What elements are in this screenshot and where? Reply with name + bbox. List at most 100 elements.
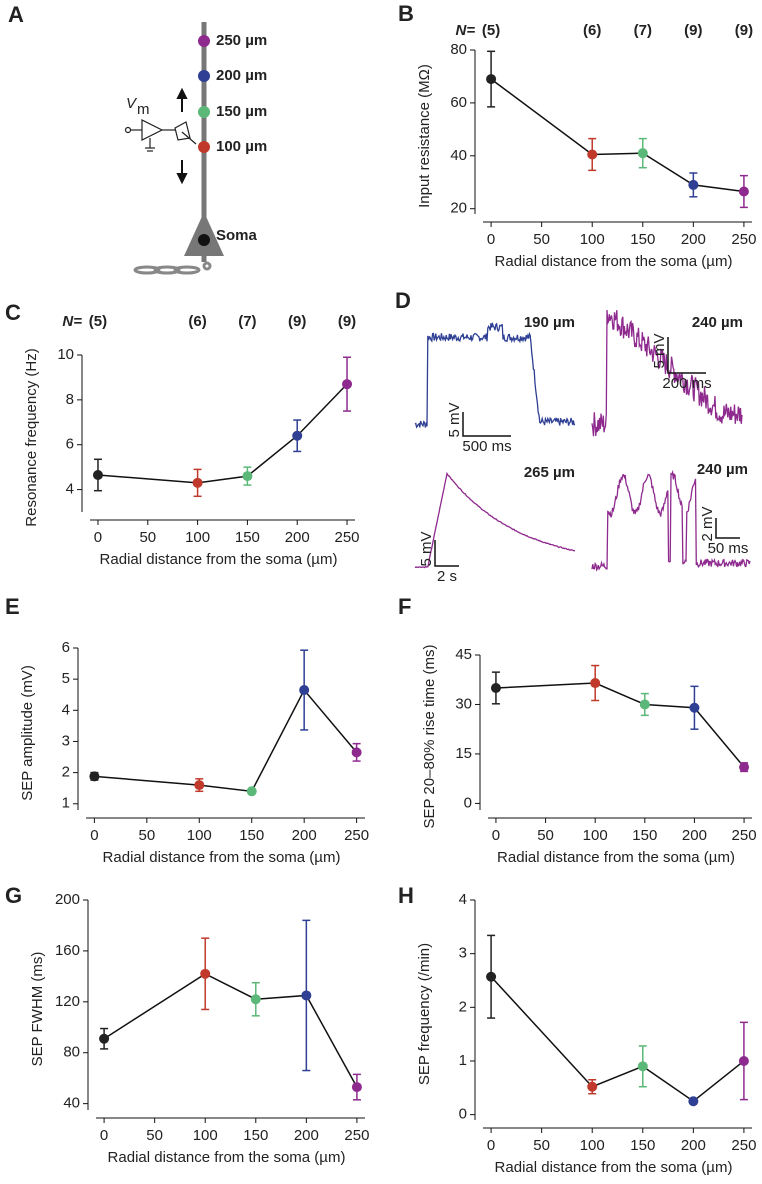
point bbox=[486, 74, 497, 85]
vm-label: V bbox=[126, 95, 138, 112]
x-tick-label: 200 bbox=[294, 1127, 319, 1144]
y-tick-label: 45 bbox=[455, 646, 472, 663]
series-line bbox=[495, 682, 745, 768]
y-tick-label: 0 bbox=[459, 1106, 467, 1123]
y-axis-label: SEP amplitude (mV) bbox=[19, 665, 36, 801]
x-tick-label: 100 bbox=[583, 827, 608, 844]
y-tick-label: 160 bbox=[55, 942, 80, 959]
y-tick-label: 1 bbox=[459, 1052, 467, 1069]
point bbox=[242, 471, 253, 482]
point bbox=[192, 477, 203, 488]
point bbox=[301, 990, 312, 1001]
y-tick-label: 30 bbox=[455, 695, 472, 712]
y-tick-label: 1 bbox=[62, 795, 70, 812]
amplifier bbox=[124, 119, 197, 152]
point bbox=[739, 762, 750, 773]
panel-label: B bbox=[398, 1, 414, 26]
n-label: (7) bbox=[238, 313, 256, 330]
y-tick-label: 6 bbox=[66, 436, 74, 453]
x-tick-label: 250 bbox=[344, 827, 369, 844]
y-tick-label: 15 bbox=[455, 745, 472, 762]
panel-label: F bbox=[398, 594, 411, 619]
n-label: (5) bbox=[482, 22, 500, 39]
x-tick-label: 150 bbox=[235, 529, 260, 546]
series-line bbox=[94, 688, 358, 793]
x-tick-label: 0 bbox=[90, 827, 98, 844]
x-tick-label: 0 bbox=[487, 1137, 495, 1154]
x-tick-label: 250 bbox=[344, 1127, 369, 1144]
site-label: 200 µm bbox=[216, 67, 267, 84]
y-tick-label: 60 bbox=[450, 94, 467, 111]
x-tick-label: 200 bbox=[285, 529, 310, 546]
point bbox=[250, 994, 261, 1005]
point bbox=[194, 780, 205, 791]
y-tick-label: 40 bbox=[63, 1095, 80, 1112]
site-dot bbox=[198, 106, 210, 118]
y-tick-label: 4 bbox=[66, 481, 74, 498]
point bbox=[490, 682, 501, 693]
n-prefix: N= bbox=[455, 22, 475, 39]
point bbox=[486, 971, 497, 982]
trace-distance: 265 µm bbox=[524, 464, 575, 481]
x-tick-label: 50 bbox=[138, 827, 155, 844]
point bbox=[637, 148, 648, 159]
point bbox=[738, 186, 749, 197]
site-dot bbox=[198, 141, 210, 153]
axon bbox=[133, 261, 212, 275]
arrows bbox=[176, 87, 188, 185]
y-axis-label: SEP frequency (/min) bbox=[416, 943, 433, 1085]
x-tick-label: 200 bbox=[681, 231, 706, 248]
x-tick-label: 50 bbox=[146, 1127, 163, 1144]
y-tick-label: 5 bbox=[62, 670, 70, 687]
panel-label: C bbox=[5, 300, 21, 325]
y-tick-label: 4 bbox=[459, 891, 467, 908]
point bbox=[689, 702, 700, 713]
panel-label: E bbox=[5, 594, 20, 619]
x-tick-label: 200 bbox=[681, 1137, 706, 1154]
x-tick-label: 100 bbox=[580, 1137, 605, 1154]
y-tick-label: 80 bbox=[450, 41, 467, 58]
point bbox=[738, 1055, 749, 1066]
x-axis-label: Radial distance from the soma (µm) bbox=[495, 253, 733, 270]
soma-label: Soma bbox=[216, 227, 258, 244]
scale-bar bbox=[715, 518, 740, 539]
series-line bbox=[103, 972, 358, 1088]
point bbox=[637, 1061, 648, 1072]
scale-x: 50 ms bbox=[708, 540, 749, 557]
scale-bar bbox=[462, 412, 511, 437]
n-label: (7) bbox=[634, 22, 652, 39]
x-tick-label: 150 bbox=[630, 231, 655, 248]
y-tick-label: 200 bbox=[55, 891, 80, 908]
n-label: (9) bbox=[735, 22, 753, 39]
point bbox=[92, 469, 103, 480]
point bbox=[639, 699, 650, 710]
panel-label: D bbox=[395, 288, 411, 313]
site-label: 100 µm bbox=[216, 138, 267, 155]
scale-x: 200 ms bbox=[662, 375, 711, 392]
trace bbox=[414, 471, 575, 569]
x-tick-label: 100 bbox=[580, 231, 605, 248]
n-prefix: N= bbox=[62, 313, 82, 330]
scale-y: 2 mV bbox=[699, 506, 716, 541]
trace bbox=[591, 469, 751, 572]
x-tick-label: 150 bbox=[632, 827, 657, 844]
point bbox=[99, 1033, 110, 1044]
x-axis-label: Radial distance from the soma (µm) bbox=[103, 849, 341, 866]
x-tick-label: 0 bbox=[94, 529, 102, 546]
scale-x: 500 ms bbox=[462, 438, 511, 455]
x-tick-label: 250 bbox=[335, 529, 360, 546]
trace-distance: 190 µm bbox=[524, 314, 575, 331]
scale-bar bbox=[434, 540, 459, 567]
y-tick-label: 80 bbox=[63, 1044, 80, 1061]
x-axis-label: Radial distance from the soma (µm) bbox=[495, 1159, 733, 1176]
x-tick-label: 0 bbox=[100, 1127, 108, 1144]
y-tick-label: 40 bbox=[450, 147, 467, 164]
y-axis-label: SEP FWHM (ms) bbox=[29, 952, 46, 1067]
n-label: (9) bbox=[684, 22, 702, 39]
series-line bbox=[490, 976, 745, 1103]
site-dot bbox=[198, 70, 210, 82]
vm-subscript: m bbox=[137, 101, 150, 118]
x-tick-label: 50 bbox=[537, 827, 554, 844]
y-axis-label: SEP 20–80% rise time (ms) bbox=[421, 645, 438, 829]
